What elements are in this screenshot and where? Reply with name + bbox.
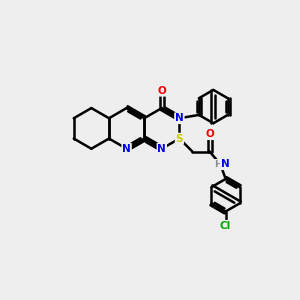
Text: N: N xyxy=(175,113,184,123)
Text: O: O xyxy=(205,129,214,139)
Text: S: S xyxy=(176,134,183,144)
Text: N: N xyxy=(122,144,131,154)
Text: O: O xyxy=(158,86,166,96)
Text: H: H xyxy=(214,160,222,169)
Text: N: N xyxy=(220,159,229,169)
Text: N: N xyxy=(158,144,166,154)
Text: Cl: Cl xyxy=(220,221,231,231)
